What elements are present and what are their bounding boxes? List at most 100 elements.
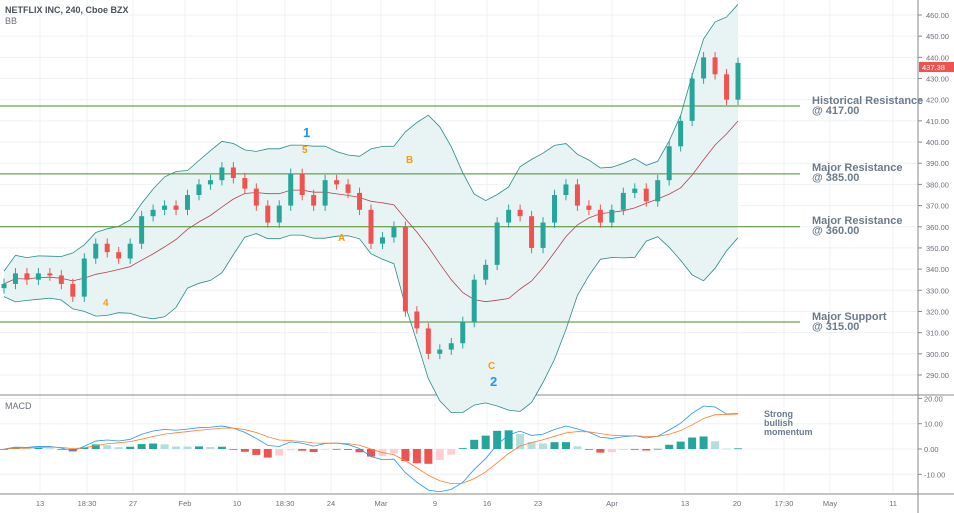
chart-title: NETFLIX INC, 240, Cboe BZX (5, 5, 129, 15)
candle-body (379, 237, 385, 244)
candle (1, 278, 7, 294)
candle-body (402, 226, 408, 312)
macd-histogram-bar (596, 449, 605, 453)
candle-body (12, 273, 18, 284)
candle (402, 221, 408, 317)
macd-histogram-bar (424, 449, 433, 464)
macd-histogram-bar (332, 448, 341, 450)
time-tick-label: 27 (129, 499, 137, 508)
candle-body (552, 194, 557, 223)
time-tick-label: 13 (36, 499, 44, 508)
candle-body (334, 180, 340, 185)
macd-histogram-bar (516, 434, 525, 449)
time-tick-label: Apr (606, 499, 618, 508)
macd-histogram-bar (275, 449, 284, 456)
price-tick-label: 430.00 (926, 75, 949, 84)
candle (162, 200, 168, 216)
candle (311, 189, 317, 211)
candle-body (655, 180, 661, 202)
macd-histogram-bar (229, 449, 238, 450)
candle-body (414, 311, 420, 329)
macd-histogram-bar (22, 448, 31, 450)
last-price-tag (919, 62, 954, 72)
candle-body (150, 209, 156, 217)
candle (116, 246, 122, 264)
macd-histogram-bar (447, 449, 456, 455)
candle-body (563, 184, 569, 195)
time-tick-label: 11 (889, 499, 897, 508)
macd-histogram-bar (676, 441, 685, 449)
macd-histogram-bar (206, 446, 215, 449)
candle (643, 183, 649, 207)
candle (506, 204, 512, 228)
candle (655, 174, 661, 207)
macd-line (3, 405, 739, 493)
price-tick-label: 420.00 (926, 96, 949, 105)
candle-body (425, 328, 431, 354)
macd-histogram-bar (688, 437, 697, 449)
candle (460, 316, 466, 349)
price-tick-label: 400.00 (926, 138, 949, 147)
macd-histogram-bar (699, 436, 708, 449)
macd-histogram-bar (619, 449, 628, 451)
candle (196, 179, 202, 201)
candle-body (322, 180, 328, 206)
price-tick-label: 340.00 (926, 265, 949, 274)
macd-histogram-bar (722, 448, 731, 450)
candle-body (345, 184, 351, 193)
candle (150, 204, 156, 222)
wave-label-c: C (488, 361, 496, 372)
macd-histogram-bar (561, 442, 570, 449)
candle (93, 238, 99, 264)
price-tick-label: 330.00 (926, 286, 949, 295)
candle-body (448, 343, 454, 350)
macd-histogram-bar (504, 430, 513, 449)
signal-line (3, 413, 739, 485)
candle-body (196, 184, 202, 195)
price-tick-label: 440.00 (926, 53, 949, 62)
candle-body (712, 57, 718, 75)
candle (185, 189, 190, 216)
candle-body (185, 194, 190, 210)
last-price-label: 437.38 (922, 63, 945, 72)
candle (127, 238, 133, 264)
bollinger-lower-band (3, 233, 739, 414)
candle (414, 306, 420, 334)
macd-histogram-bar (401, 449, 410, 461)
time-tick-label: Mar (375, 499, 388, 508)
candle-body (47, 273, 53, 276)
candle-body (460, 322, 466, 344)
candle-body (678, 120, 684, 147)
candle (345, 179, 351, 199)
candle (219, 162, 225, 186)
time-tick-label: Feb (179, 499, 192, 508)
macd-histogram-bar (103, 445, 112, 449)
candle (574, 179, 580, 211)
macd-tick-label: 0.00 (924, 445, 939, 454)
candle (230, 162, 236, 184)
candle-body (242, 178, 248, 189)
candle-body (517, 209, 523, 217)
candle-body (735, 62, 741, 100)
macd-histogram-bar (126, 446, 135, 449)
macd-histogram-bar (481, 435, 490, 449)
candle-body (162, 205, 168, 210)
candle (425, 323, 431, 360)
candle (47, 268, 53, 281)
candle-body (632, 188, 638, 193)
candle-body (540, 222, 546, 248)
candle (81, 253, 87, 302)
candle-body (529, 216, 535, 248)
candle-body (127, 243, 133, 259)
candle (70, 278, 76, 302)
macd-histogram-bar (573, 446, 582, 449)
macd-histogram-bar (263, 449, 272, 458)
time-tick-label: May (823, 499, 837, 508)
macd-histogram-bar (0, 449, 8, 450)
macd-indicator-label: MACD (5, 401, 32, 411)
macd-histogram-bar (68, 449, 77, 452)
candle (322, 174, 328, 211)
candle (24, 268, 30, 285)
macd-histogram-bar (137, 444, 146, 449)
